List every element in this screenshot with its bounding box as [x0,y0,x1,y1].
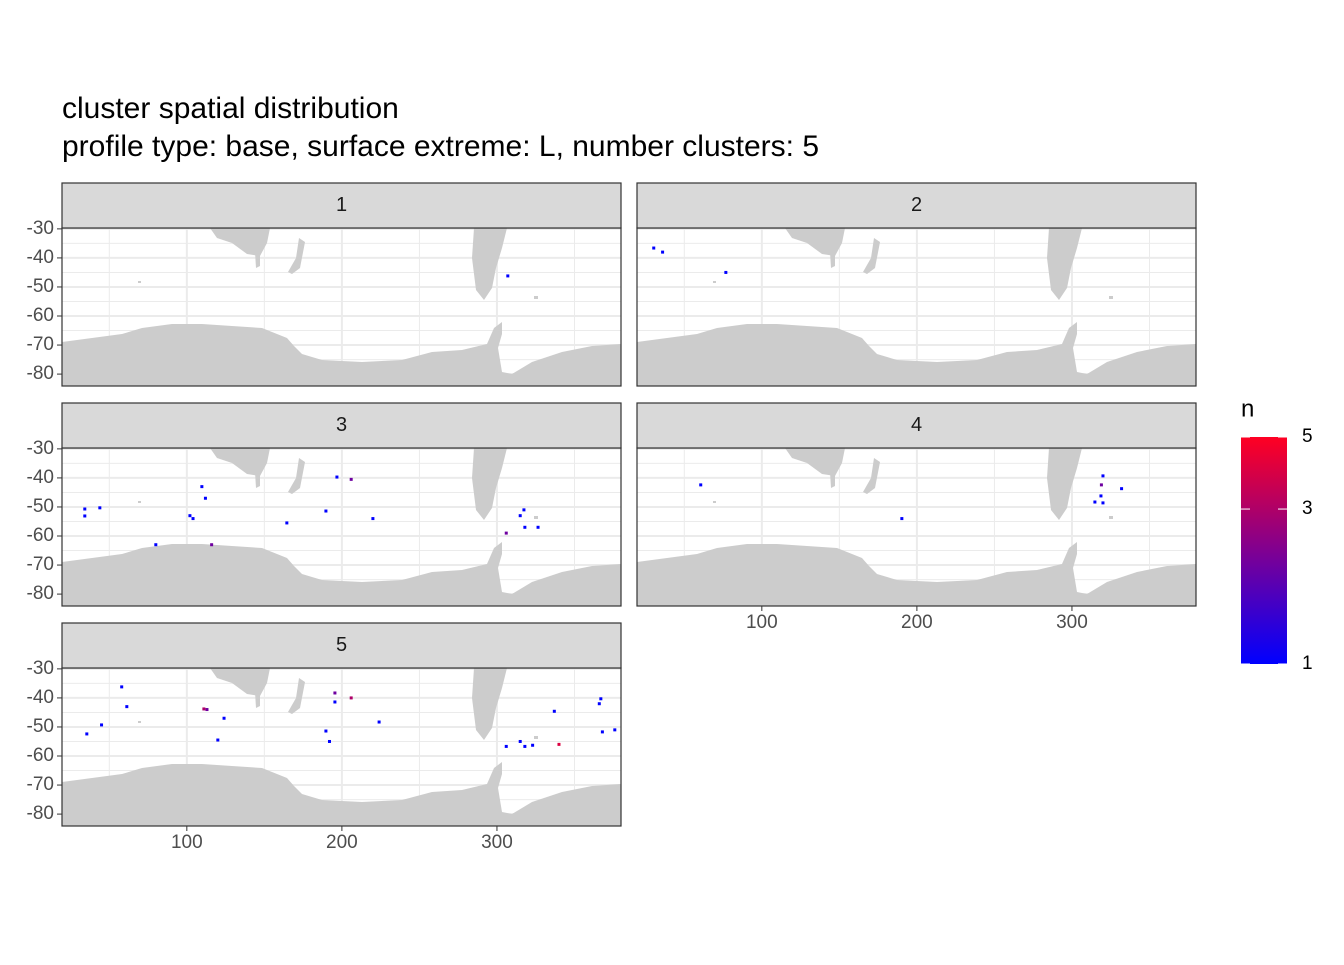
tile [552,709,556,713]
tile [285,521,289,525]
tile [333,691,337,695]
y-tick-label: -60 [27,305,54,326]
tile [324,509,328,513]
legend-tick-label: 5 [1302,426,1313,447]
tile [523,525,527,529]
tile [613,728,617,732]
tile [1099,483,1103,487]
tile [191,517,195,521]
tile [557,742,561,746]
tile [203,496,207,500]
tile [900,517,904,521]
x-tick-label: 200 [326,832,358,853]
tile [531,743,535,747]
facet-strip [61,182,622,229]
x-tick-label: 300 [481,832,513,853]
tile [202,707,206,711]
tile [210,543,214,547]
tile [83,507,87,511]
facet-label: 2 [911,194,922,216]
tile [333,700,337,704]
x-tick-label: 300 [1056,612,1088,633]
chart-title: cluster spatial distribution [62,92,399,125]
tile [506,274,510,278]
chart-subtitle: profile type: base, surface extreme: L, … [62,130,819,163]
y-tick-label: -80 [27,583,54,604]
y-tick-label: -40 [27,247,54,268]
tile [600,730,604,734]
tile [1120,487,1124,491]
tile [222,716,226,720]
legend-colorbar [1241,437,1287,664]
facet-strip [61,622,622,669]
y-tick-label: -70 [27,334,54,355]
tile [125,705,129,709]
facet-label: 1 [336,194,347,216]
tile [349,477,353,481]
x-tick-label: 100 [171,832,203,853]
y-tick-label: -50 [27,496,54,517]
facet-label: 4 [911,414,922,436]
tile [522,508,526,512]
facet-strip [636,182,1197,229]
tile [100,723,104,727]
tile [661,250,665,254]
tile [154,543,158,547]
tile [518,739,522,743]
y-tick-label: -50 [27,276,54,297]
y-tick-label: -50 [27,716,54,737]
tile [597,702,601,706]
tile [699,483,703,487]
x-tick-label: 200 [901,612,933,633]
tile [216,738,220,742]
tile [327,739,331,743]
tile [324,729,328,733]
tile [349,696,353,700]
y-tick-label: -80 [27,803,54,824]
facet-strip [636,402,1197,449]
tile [200,485,204,489]
tile [377,720,381,724]
tile [188,514,192,518]
tile [1099,494,1103,498]
tile [335,475,339,479]
tile [85,732,89,736]
y-tick-label: -40 [27,467,54,488]
y-tick-label: -30 [27,658,54,679]
tile [83,514,87,518]
facet-label: 3 [336,414,347,436]
tile [652,246,656,250]
tile [1101,474,1105,478]
x-tick-label: 100 [746,612,778,633]
tile [98,506,102,510]
y-tick-label: -70 [27,554,54,575]
tile [599,697,603,701]
y-tick-label: -30 [27,438,54,459]
legend-tick-label: 3 [1302,498,1313,519]
y-tick-label: -60 [27,525,54,546]
tile [1101,501,1105,505]
y-tick-label: -80 [27,363,54,384]
tile [371,517,375,521]
tile [1093,500,1097,504]
facet-label: 5 [336,634,347,656]
tile [536,525,540,529]
legend-tick-label: 1 [1302,653,1313,674]
tile [120,685,124,689]
y-tick-label: -60 [27,745,54,766]
tile [523,744,527,748]
tile [504,531,508,535]
tile [724,270,728,274]
tile [504,744,508,748]
y-tick-label: -30 [27,218,54,239]
y-tick-label: -40 [27,687,54,708]
facet-strip [61,402,622,449]
tile [205,708,209,712]
tile [518,514,522,518]
y-tick-label: -70 [27,774,54,795]
legend-title: n [1241,395,1254,422]
